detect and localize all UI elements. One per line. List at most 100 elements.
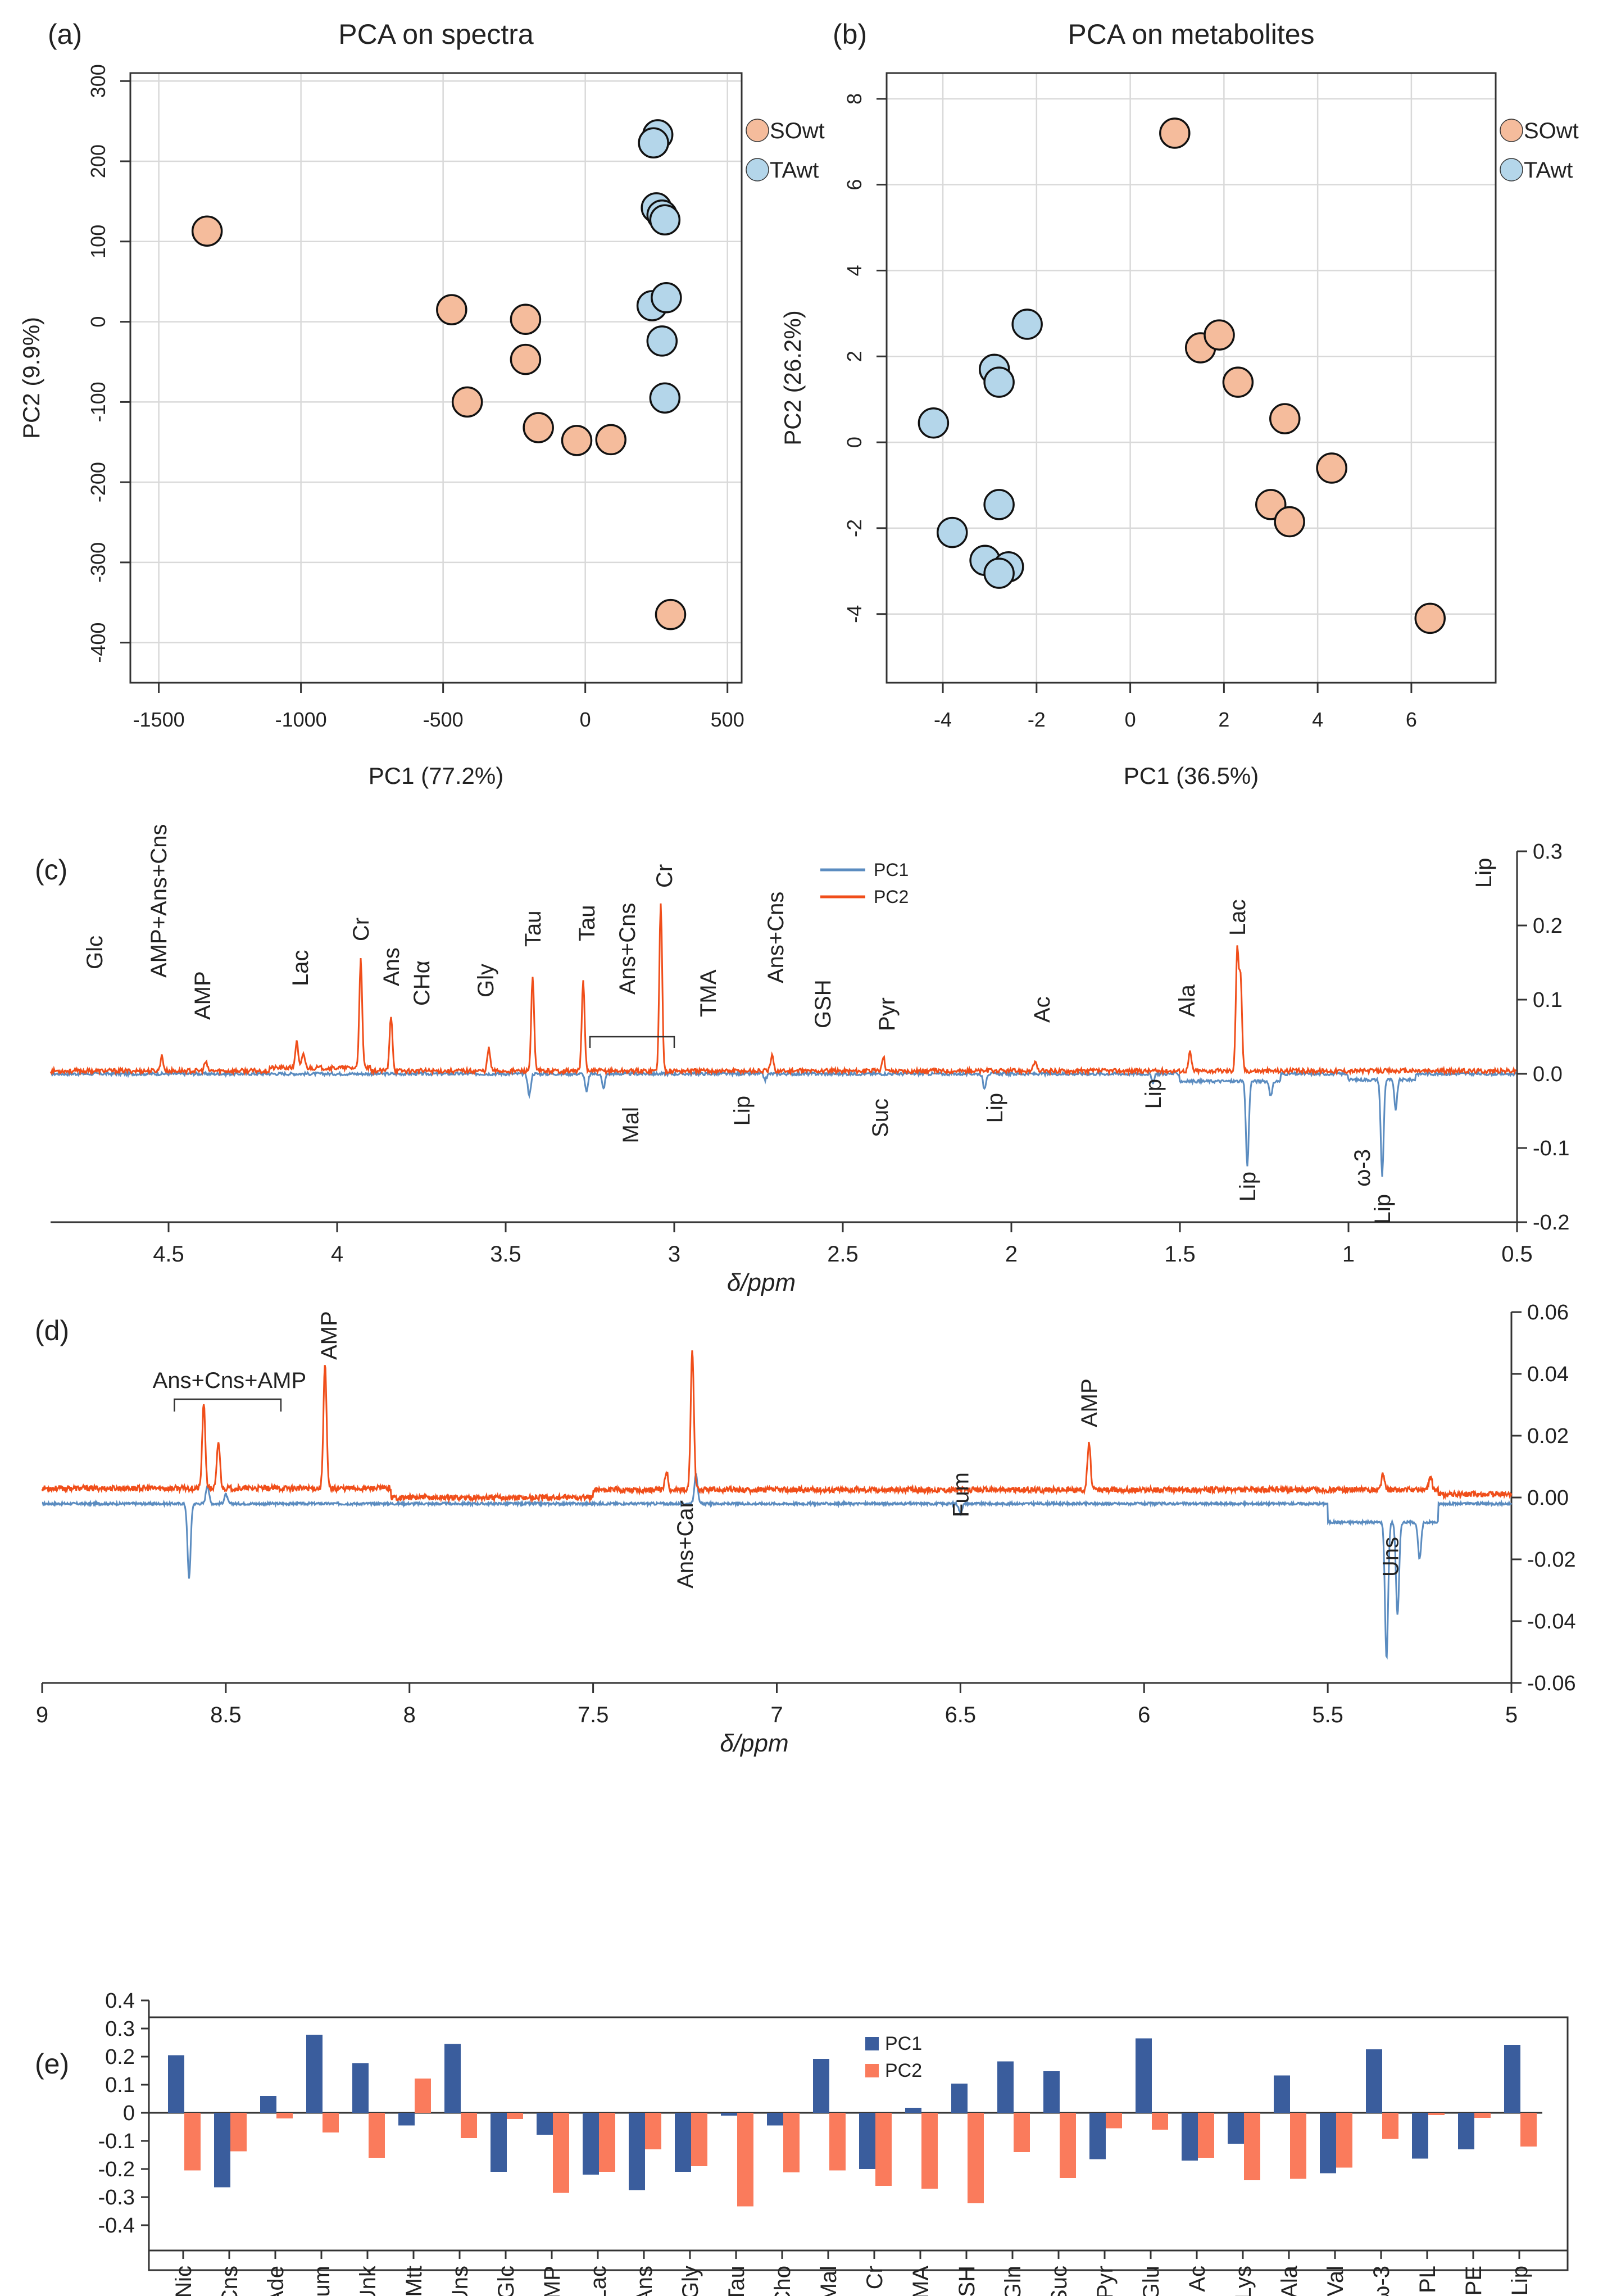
panel-label: (a) bbox=[48, 19, 82, 50]
peak-label: Cr bbox=[349, 918, 374, 941]
bar-pc1 bbox=[537, 2113, 553, 2135]
y-tick-label: -0.2 bbox=[98, 2158, 135, 2181]
peak-label: Pyr bbox=[875, 997, 900, 1031]
point-sowt bbox=[1204, 319, 1235, 351]
bar-pc2 bbox=[553, 2113, 569, 2193]
peak-label: Suc bbox=[868, 1099, 893, 1137]
bar-pc2 bbox=[507, 2113, 523, 2119]
bar-pc2 bbox=[461, 2113, 477, 2138]
point-tawt bbox=[983, 366, 1015, 398]
peak-label: Ans+Car bbox=[673, 1500, 698, 1589]
bar-pc2 bbox=[184, 2113, 201, 2171]
point-sowt bbox=[1414, 602, 1446, 634]
bar-pc1 bbox=[1228, 2113, 1244, 2144]
peak-label: Lip bbox=[1370, 1194, 1395, 1224]
y-tick-label: 0.0 bbox=[1533, 1063, 1563, 1086]
y-tick-label: -4 bbox=[843, 605, 866, 623]
peak-label: GSH bbox=[811, 979, 835, 1028]
panel-b-pca-metabolites: -4 -2 0 2 4 6 -4 -2 0 2 4 6 8 (b) PCA on metabolites PC… bbox=[779, 19, 1579, 789]
bar-pc1 bbox=[767, 2113, 783, 2126]
x-tick-label: Tau bbox=[724, 2266, 749, 2296]
legend-label-pc1: PC1 bbox=[874, 860, 909, 880]
point-tawt bbox=[1011, 308, 1043, 340]
y-tick-label: 0 bbox=[123, 2102, 135, 2125]
annotation-bracket bbox=[589, 1036, 675, 1048]
x-tick-label: AMP bbox=[540, 2266, 565, 2296]
bar-pc1 bbox=[1412, 2113, 1428, 2159]
peak-label: TMA bbox=[696, 969, 721, 1017]
panel-label: (b) bbox=[833, 19, 867, 50]
bar-pc1 bbox=[1366, 2049, 1382, 2113]
point-tawt bbox=[983, 557, 1015, 589]
y-tick-label: 0.02 bbox=[1527, 1424, 1569, 1448]
x-tick-label: 4.5 bbox=[153, 1242, 184, 1267]
point-sowt bbox=[561, 425, 593, 456]
x-tick-label: PE bbox=[1461, 2266, 1486, 2295]
y-tick-label: -0.3 bbox=[98, 2186, 135, 2209]
legend-marker-tawt bbox=[1500, 158, 1523, 181]
chart-title: PCA on metabolites bbox=[1068, 19, 1314, 50]
y-tick-label: -2 bbox=[843, 519, 866, 537]
series-line-pc1 bbox=[42, 1473, 1513, 1660]
point-sowt bbox=[595, 424, 626, 456]
bar-pc1 bbox=[583, 2113, 599, 2175]
point-tawt bbox=[646, 325, 678, 357]
x-axis-label: PC1 (36.5%) bbox=[1124, 763, 1259, 789]
peak-label: CHα bbox=[410, 960, 434, 1006]
y-tick-label: 2 bbox=[843, 351, 866, 362]
point-sowt bbox=[1316, 452, 1347, 484]
y-tick-label: -100 bbox=[87, 382, 110, 422]
bar-pc1 bbox=[168, 2055, 184, 2113]
x-tick-label: Ala bbox=[1277, 2265, 1302, 2296]
y-tick-label: 300 bbox=[87, 64, 110, 98]
x-tick-label: Ac bbox=[1185, 2266, 1210, 2292]
y-tick-label: 0 bbox=[87, 316, 110, 328]
y-tick-label: -200 bbox=[87, 462, 110, 502]
x-tick-label: 1 bbox=[1342, 1242, 1355, 1267]
x-tick-label: 1.5 bbox=[1164, 1242, 1196, 1267]
bar-pc1 bbox=[675, 2113, 691, 2172]
peak-label: Fum bbox=[948, 1472, 973, 1517]
bar-pc2 bbox=[783, 2113, 800, 2172]
y-tick-label: 8 bbox=[843, 93, 866, 105]
bar-pc1 bbox=[813, 2059, 829, 2113]
x-tick-label: 5 bbox=[1505, 1703, 1518, 1727]
bar-pc2 bbox=[1152, 2113, 1168, 2130]
legend-swatch-pc1 bbox=[865, 2037, 879, 2050]
bar-pc1 bbox=[1043, 2071, 1060, 2113]
x-tick-label: Lac bbox=[586, 2266, 611, 2296]
series-line-pc2 bbox=[41, 1350, 1513, 1504]
y-tick-label: 0.3 bbox=[105, 2017, 135, 2041]
panel-d-loadings-aromatic: 9 8.5 8 7.5 7 6.5 6 5.5 5 -0.06 -0.04 -0.02 0.00 0.02… bbox=[35, 1301, 1576, 1757]
y-tick-label: -0.1 bbox=[1533, 1137, 1569, 1160]
point-sowt bbox=[1222, 366, 1254, 398]
x-tick-label: 7.5 bbox=[578, 1703, 609, 1727]
point-tawt bbox=[651, 282, 682, 314]
x-tick-label: 0 bbox=[1125, 708, 1136, 731]
peak-label: Ans+Cns+AMP bbox=[153, 1368, 306, 1393]
y-tick-label: 0 bbox=[843, 437, 866, 448]
bar-pc1 bbox=[629, 2113, 645, 2190]
bar-pc1 bbox=[306, 2035, 323, 2113]
x-tick-label: Gly bbox=[678, 2266, 703, 2296]
point-sowt bbox=[191, 215, 223, 247]
y-axis-label: PC2 (9.9%) bbox=[18, 317, 44, 439]
x-tick-label: -2 bbox=[1028, 708, 1046, 731]
peak-label: Tau bbox=[575, 905, 600, 942]
bar-pc2 bbox=[1290, 2113, 1306, 2179]
bar-pc2 bbox=[1244, 2113, 1260, 2180]
legend-marker-sowt bbox=[746, 119, 769, 142]
point-tawt bbox=[918, 407, 950, 439]
x-tick-label: Mtt bbox=[402, 2266, 426, 2296]
bar-pc1 bbox=[444, 2044, 461, 2113]
x-tick-label: 9 bbox=[36, 1703, 48, 1727]
x-axis-label: PC1 (77.2%) bbox=[369, 763, 503, 789]
bar-pc1 bbox=[1458, 2113, 1474, 2149]
y-tick-label: 0.1 bbox=[105, 2073, 135, 2097]
bar-pc2 bbox=[829, 2113, 846, 2171]
x-tick-label: 3 bbox=[668, 1242, 680, 1267]
bar-pc2 bbox=[369, 2113, 385, 2158]
x-tick-label: Lip bbox=[1507, 2266, 1532, 2295]
peak-label: Lac bbox=[1225, 900, 1250, 936]
